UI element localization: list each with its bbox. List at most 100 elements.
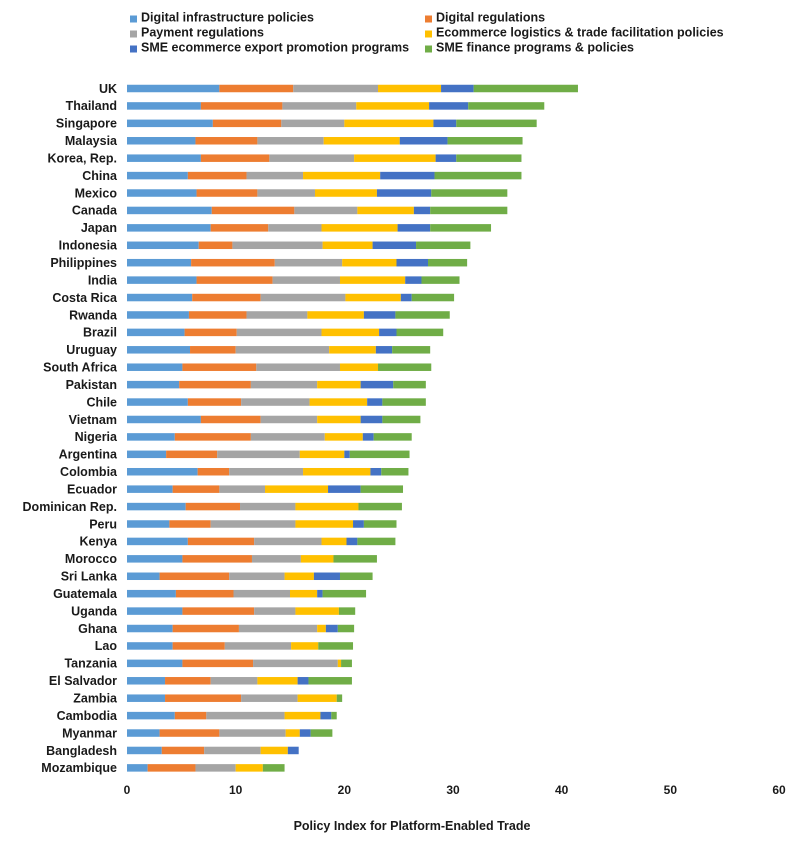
bar-thailand-ecommerce-logistics-trade-facilitation-policies xyxy=(356,102,430,110)
bar-lao-ecommerce-logistics-trade-facilitation-policies xyxy=(291,642,319,650)
bar-cambodia-sme-ecommerce-export-promotion-programs xyxy=(320,711,332,720)
bar-bangladesh-ecommerce-logistics-trade-facilitation-policies xyxy=(260,746,288,755)
category-label-nigeria: Nigeria xyxy=(75,430,118,444)
value-axis: 0 10 20 30 40 50 60 xyxy=(124,783,786,797)
bar-cambodia-payment-regulations xyxy=(206,711,285,720)
bar-mexico-ecommerce-logistics-trade-facilitation-policies xyxy=(314,189,377,197)
bar-ghana-sme-finance-programs-policies xyxy=(337,624,355,633)
bar-guatemala-payment-regulations xyxy=(233,589,290,598)
category-label-ecuador: Ecuador xyxy=(67,482,117,496)
x-tick-label-50: 50 xyxy=(664,783,678,797)
bar-zambia-sme-finance-programs-policies xyxy=(336,694,343,702)
bar-korea-rep-ecommerce-logistics-trade-facilitation-policies xyxy=(354,154,436,162)
bar-malaysia-digital-infrastructure-policies xyxy=(127,137,196,145)
category-label-sri-lanka: Sri Lanka xyxy=(61,570,118,584)
bar-dominican-rep-sme-finance-programs-policies xyxy=(358,502,402,511)
bar-lao-digital-infrastructure-policies xyxy=(127,642,173,650)
bar-dominican-rep-digital-infrastructure-policies xyxy=(127,502,186,511)
category-label-india: India xyxy=(88,273,118,287)
bar-uganda-sme-finance-programs-policies xyxy=(338,607,356,615)
category-label-china: China xyxy=(82,169,118,183)
bar-india-ecommerce-logistics-trade-facilitation-policies xyxy=(339,276,406,284)
bar-ghana-digital-infrastructure-policies xyxy=(127,624,173,633)
bar-el-salvador-digital-regulations xyxy=(165,677,211,685)
bar-canada-digital-regulations xyxy=(211,206,295,215)
category-label-uganda: Uganda xyxy=(71,604,118,618)
bar-kenya-payment-regulations xyxy=(254,537,322,546)
bar-nigeria-digital-regulations xyxy=(174,433,251,441)
bar-bangladesh-digital-infrastructure-policies xyxy=(127,746,162,755)
bar-uruguay-digital-regulations xyxy=(190,346,236,354)
bar-rwanda-sme-finance-programs-policies xyxy=(395,311,450,319)
bar-ecuador-digital-regulations xyxy=(172,485,220,493)
category-label-korea-rep: Korea, Rep. xyxy=(48,151,117,165)
bar-zambia-digital-regulations xyxy=(165,694,242,702)
bar-uruguay-digital-infrastructure-policies xyxy=(127,346,191,354)
bar-vietnam-sme-finance-programs-policies xyxy=(382,415,421,424)
bar-peru-digital-regulations xyxy=(169,520,211,528)
bar-cambodia-sme-finance-programs-policies xyxy=(331,711,337,720)
bar-guatemala-sme-ecommerce-export-promotion-programs xyxy=(317,589,323,598)
bar-el-salvador-sme-ecommerce-export-promotion-programs xyxy=(297,677,309,685)
bar-peru-payment-regulations xyxy=(210,520,296,528)
bar-sri-lanka-sme-ecommerce-export-promotion-programs xyxy=(313,572,340,581)
bar-canada-ecommerce-logistics-trade-facilitation-policies xyxy=(357,206,414,215)
bar-thailand-digital-infrastructure-policies xyxy=(127,102,201,110)
bar-canada-digital-infrastructure-policies xyxy=(127,206,212,215)
bar-vietnam-digital-regulations xyxy=(200,415,261,424)
bar-kenya-sme-finance-programs-policies xyxy=(357,537,396,546)
bar-morocco-payment-regulations xyxy=(251,555,301,563)
bar-ghana-payment-regulations xyxy=(238,624,318,633)
bar-uganda-payment-regulations xyxy=(254,607,296,615)
bar-chile-sme-finance-programs-policies xyxy=(382,398,426,406)
category-label-mexico: Mexico xyxy=(75,186,118,200)
bar-dominican-rep-digital-regulations xyxy=(185,502,241,511)
bar-rwanda-sme-ecommerce-export-promotion-programs xyxy=(363,311,396,319)
legend-label-ecommerce-logistics-trade-facilitation-policies: Ecommerce logistics & trade facilitation… xyxy=(436,26,724,40)
bar-south-africa-sme-finance-programs-policies xyxy=(378,363,432,371)
bar-cambodia-digital-regulations xyxy=(174,711,207,720)
bar-uk-payment-regulations xyxy=(293,84,379,93)
bar-nigeria-digital-infrastructure-policies xyxy=(127,433,175,441)
bar-nigeria-ecommerce-logistics-trade-facilitation-policies xyxy=(324,433,363,441)
bar-rwanda-payment-regulations xyxy=(246,311,308,319)
bar-ecuador-sme-finance-programs-policies xyxy=(360,485,404,493)
bar-china-digital-regulations xyxy=(187,171,247,180)
category-label-lao: Lao xyxy=(95,639,118,653)
bar-singapore-payment-regulations xyxy=(281,119,345,128)
bar-malaysia-payment-regulations xyxy=(257,137,324,145)
bar-indonesia-digital-infrastructure-policies xyxy=(127,241,199,250)
category-label-singapore: Singapore xyxy=(56,117,117,131)
bar-sri-lanka-digital-infrastructure-policies xyxy=(127,572,160,581)
bar-argentina-digital-regulations xyxy=(166,450,218,459)
bar-sri-lanka-digital-regulations xyxy=(159,572,230,581)
category-label-colombia: Colombia xyxy=(60,465,118,479)
bar-japan-sme-ecommerce-export-promotion-programs xyxy=(397,224,431,232)
bar-chile-payment-regulations xyxy=(241,398,310,406)
bar-singapore-sme-ecommerce-export-promotion-programs xyxy=(433,119,457,128)
category-label-costa-rica: Costa Rica xyxy=(52,291,118,305)
bar-sri-lanka-sme-finance-programs-policies xyxy=(339,572,373,581)
category-label-thailand: Thailand xyxy=(66,99,117,113)
bar-india-digital-regulations xyxy=(196,276,273,284)
plot-area xyxy=(127,84,578,772)
bar-morocco-digital-regulations xyxy=(182,555,252,563)
category-label-rwanda: Rwanda xyxy=(69,308,118,322)
category-label-myanmar: Myanmar xyxy=(62,726,117,740)
legend-label-digital-regulations: Digital regulations xyxy=(436,11,545,25)
x-tick-label-40: 40 xyxy=(555,783,569,797)
bar-canada-payment-regulations xyxy=(294,206,358,215)
bar-india-sme-finance-programs-policies xyxy=(421,276,460,284)
bar-south-africa-digital-regulations xyxy=(182,363,257,371)
bar-colombia-ecommerce-logistics-trade-facilitation-policies xyxy=(303,467,371,476)
bar-singapore-sme-finance-programs-policies xyxy=(456,119,537,128)
bar-uganda-digital-infrastructure-policies xyxy=(127,607,183,615)
bar-myanmar-sme-ecommerce-export-promotion-programs xyxy=(299,729,311,737)
bar-uruguay-ecommerce-logistics-trade-facilitation-policies xyxy=(329,346,376,354)
bar-chile-sme-ecommerce-export-promotion-programs xyxy=(367,398,383,406)
bar-colombia-payment-regulations xyxy=(229,467,304,476)
category-label-ghana: Ghana xyxy=(78,622,118,636)
bar-korea-rep-digital-regulations xyxy=(200,154,270,162)
bar-guatemala-sme-finance-programs-policies xyxy=(322,589,367,598)
bar-indonesia-sme-ecommerce-export-promotion-programs xyxy=(372,241,417,250)
